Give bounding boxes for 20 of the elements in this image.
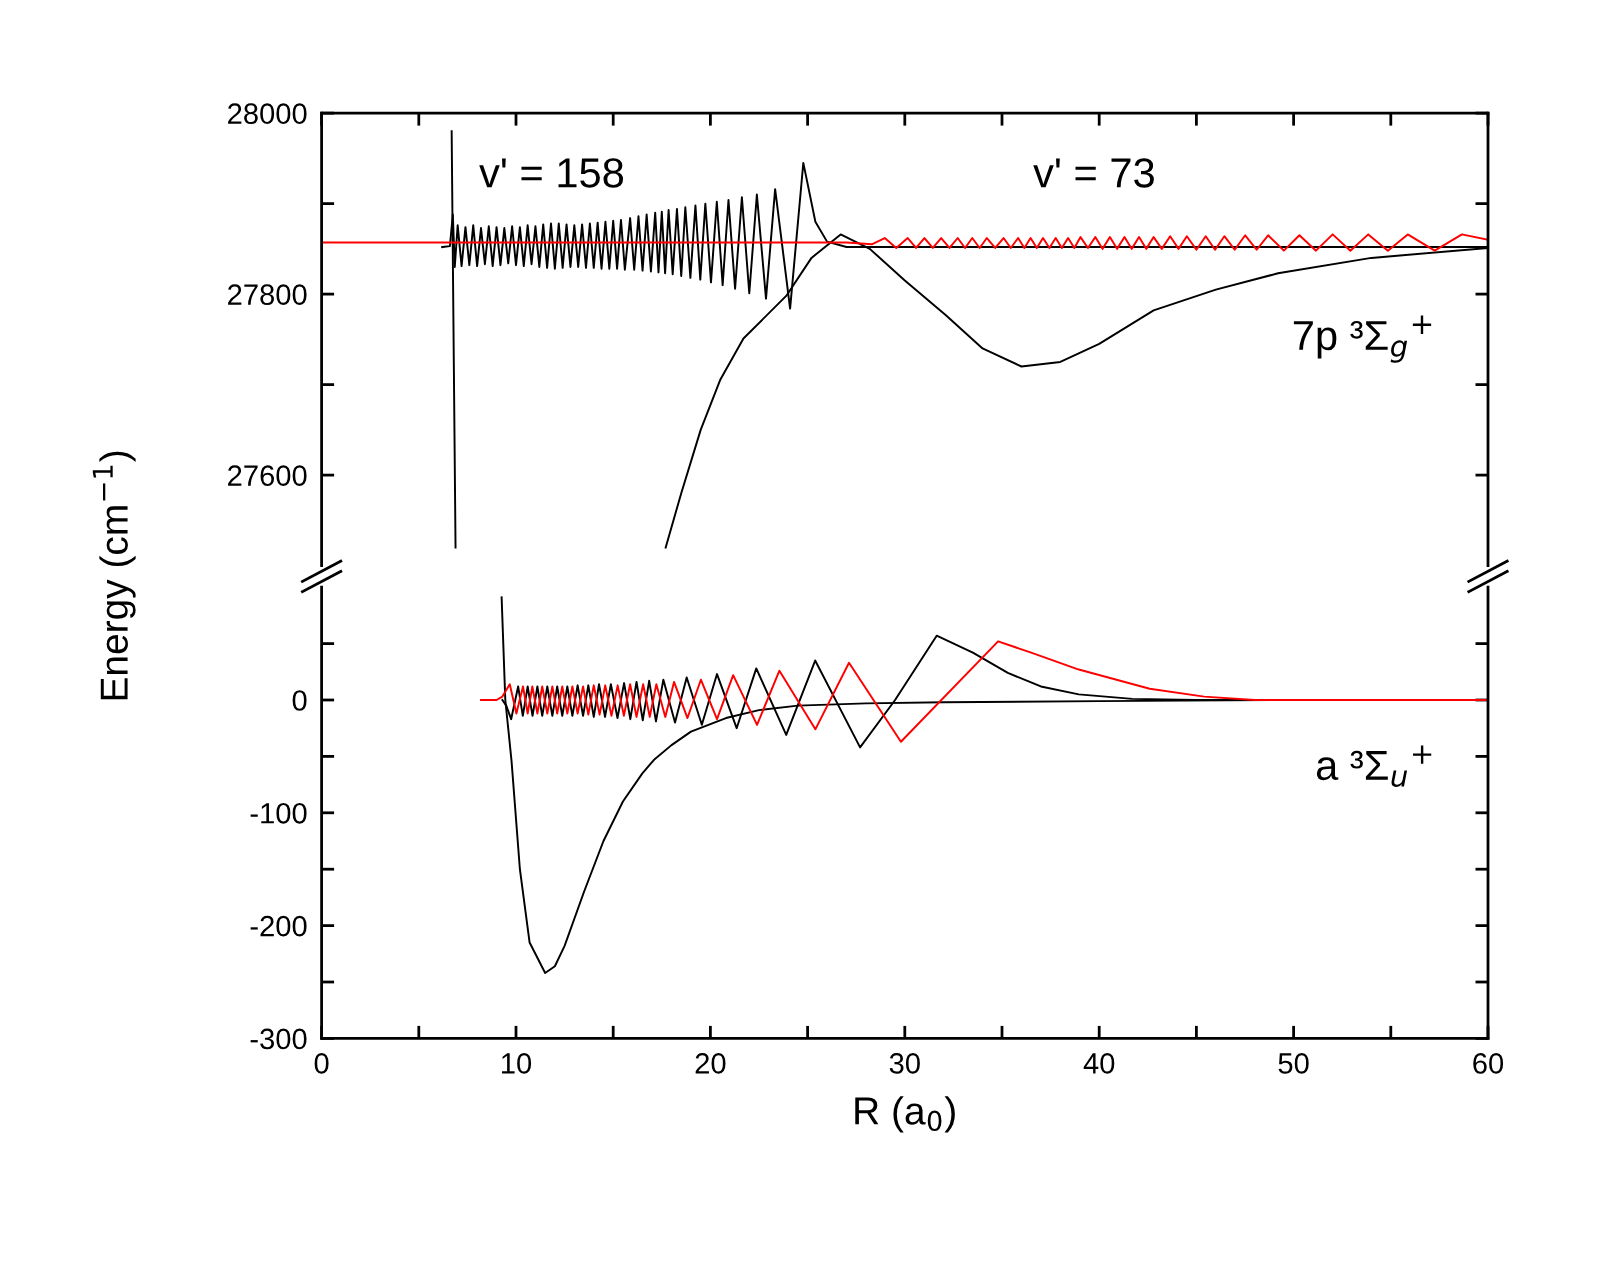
y-tick-label: 27600 [228, 465, 307, 486]
y-tick-label: 27800 [228, 284, 307, 305]
x-tick-label: 10 [502, 1053, 532, 1074]
x-tick-label: 30 [889, 1053, 920, 1074]
y-tick-label: 28000 [228, 103, 307, 124]
x-tick-label: 0 [314, 1053, 329, 1074]
x-tick-label: 50 [1278, 1053, 1309, 1074]
y-axis-title: Energy (cm$^{−1}$) [92, 451, 136, 700]
y-tick-label: -100 [250, 803, 307, 824]
x-tick-label: 40 [1083, 1053, 1115, 1074]
annotation: 7p ³Σ$_{g}$$^{+}$ [1293, 315, 1432, 363]
x-tick-label: 20 [695, 1053, 726, 1074]
annotation: v' = 158 [479, 158, 624, 188]
y-tick-label: -300 [250, 1028, 307, 1050]
x-axis-title: R (a$_{0}$) [855, 1096, 955, 1133]
y-tick-label: 0 [292, 690, 307, 711]
y-tick-label: -200 [250, 915, 307, 937]
x-tick-label: 60 [1473, 1053, 1504, 1074]
annotation: v' = 73 [1033, 158, 1154, 188]
annotation: a ³Σ$_{u}$$^{+}$ [1316, 745, 1432, 787]
